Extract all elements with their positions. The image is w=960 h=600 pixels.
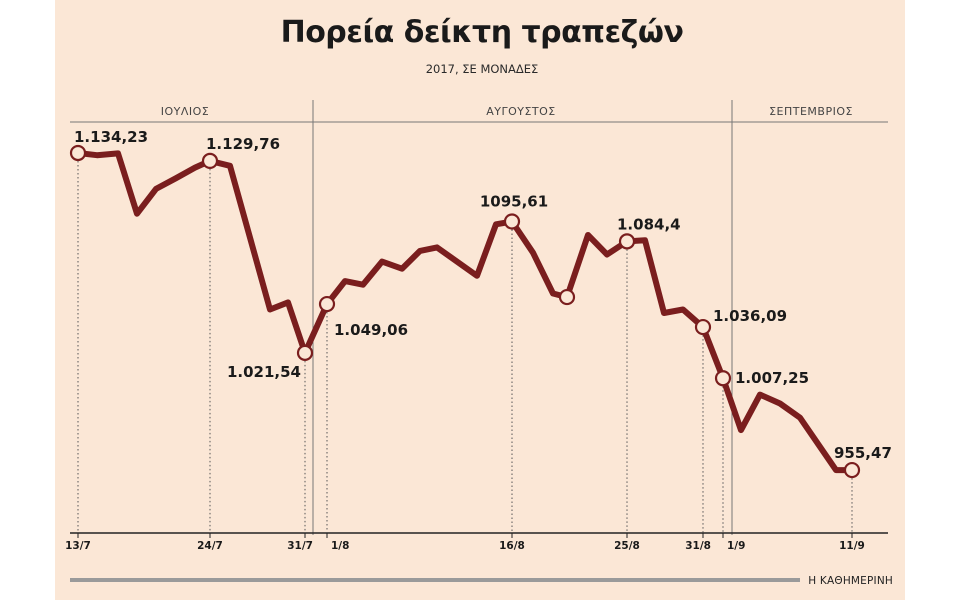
- data-label-11: 1.021,54: [227, 363, 301, 381]
- point-marker-32: [714, 370, 732, 387]
- x-tick-label-31-8: 31/8: [685, 540, 711, 552]
- data-label-32: 1.007,25: [735, 369, 809, 387]
- x-tick-label-31-7: 31/7: [287, 540, 313, 552]
- guide-lines: [77, 160, 853, 533]
- data-label-12: 1.049,06: [334, 321, 408, 339]
- x-tick-label-24-7: 24/7: [197, 540, 223, 552]
- chart-title: Πορεία δείκτη τραπεζών: [281, 15, 684, 50]
- chart-subtitle: 2017, ΣΕ ΜΟΝΑΔΕΣ: [426, 62, 539, 76]
- point-marker-12: [318, 295, 336, 313]
- point-marker-21: [503, 213, 521, 230]
- x-tick-label-16-8: 16/8: [499, 540, 525, 552]
- x-tick-label-1-8: 1/8: [331, 540, 349, 552]
- point-marker-0: [69, 144, 87, 162]
- point-marker-11: [296, 344, 314, 361]
- data-label-38: 955,47: [834, 444, 892, 462]
- x-ticks-group: 13/7 24/7 31/7 1/8 16/8 25/8 31/8 1/9 11/9: [65, 533, 865, 552]
- x-tick-label-11-9: 11/9: [839, 540, 865, 552]
- month-label-july: ΙΟΥΛΙΟΣ: [161, 105, 210, 118]
- month-label-september: ΣΕΠΤΕΜΒΡΙΟΣ: [769, 105, 853, 118]
- data-labels-group: 1.134,23 1.129,76 1.021,54 1.049,06 1095,61 1…: [74, 128, 892, 462]
- source-label: Η ΚΑΘΗΜΕΡΙΝΗ: [808, 575, 893, 587]
- x-tick-label-25-8: 25/8: [614, 540, 640, 552]
- point-marker-24: [558, 288, 576, 306]
- point-marker-31: [694, 318, 712, 336]
- x-tick-label-1-9: 1/9: [727, 540, 745, 552]
- data-label-0: 1.134,23: [74, 128, 148, 146]
- series-group: [75, 150, 855, 474]
- data-label-27: 1.084,4: [617, 215, 681, 233]
- markers-group: [69, 144, 861, 479]
- data-label-7: 1.129,76: [206, 135, 280, 153]
- x-tick-label-13-7: 13/7: [65, 540, 91, 552]
- month-label-august: ΑΥΓΟΥΣΤΟΣ: [486, 105, 556, 118]
- data-label-31: 1.036,09: [713, 307, 787, 325]
- point-marker-38: [843, 461, 861, 479]
- point-marker-7: [201, 152, 219, 170]
- data-label-21: 1095,61: [480, 192, 548, 210]
- series-line: [75, 150, 855, 474]
- point-marker-27: [618, 233, 636, 250]
- chart-panel: [55, 0, 905, 600]
